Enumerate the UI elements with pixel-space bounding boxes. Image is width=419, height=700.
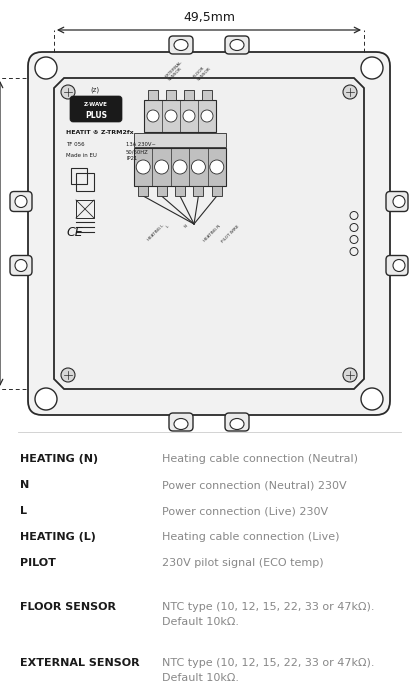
Bar [184, 90, 194, 100]
Circle shape [201, 110, 213, 122]
Text: PILOT WIRE: PILOT WIRE [221, 224, 240, 244]
Text: 230V pilot signal (ECO temp): 230V pilot signal (ECO temp) [162, 558, 323, 568]
Bar [157, 186, 167, 196]
Circle shape [155, 160, 168, 174]
Bar [76, 200, 94, 218]
Text: N: N [20, 480, 29, 490]
FancyBboxPatch shape [10, 256, 32, 276]
Bar [138, 186, 148, 196]
Text: Heating cable connection (Live): Heating cable connection (Live) [162, 532, 339, 542]
Text: HEATING L: HEATING L [147, 224, 165, 242]
Text: HEATING (N): HEATING (N) [20, 454, 98, 464]
Circle shape [15, 195, 27, 207]
Ellipse shape [174, 39, 188, 50]
FancyBboxPatch shape [28, 52, 390, 415]
Text: NTC type (10, 12, 15, 22, 33 or 47kΩ).
Default 10kΩ.: NTC type (10, 12, 15, 22, 33 or 47kΩ). D… [162, 658, 375, 683]
Circle shape [191, 160, 205, 174]
Text: HEATING (L): HEATING (L) [20, 532, 96, 542]
Bar [144, 100, 216, 132]
Text: FLOOR SENSOR: FLOOR SENSOR [20, 602, 116, 612]
Text: HEATING N: HEATING N [202, 224, 221, 243]
Circle shape [393, 260, 405, 272]
Circle shape [15, 260, 27, 272]
Bar [212, 186, 222, 196]
Bar [76, 173, 94, 191]
FancyBboxPatch shape [169, 413, 193, 431]
FancyBboxPatch shape [386, 192, 408, 211]
Circle shape [147, 110, 159, 122]
Ellipse shape [230, 39, 244, 50]
FancyBboxPatch shape [386, 256, 408, 276]
Text: Heating cable connection (Neutral): Heating cable connection (Neutral) [162, 454, 358, 464]
Circle shape [183, 110, 195, 122]
FancyBboxPatch shape [225, 36, 249, 54]
Text: PLUS: PLUS [85, 111, 107, 120]
Bar [71, 168, 87, 184]
Circle shape [210, 160, 224, 174]
Text: TF 056: TF 056 [66, 142, 85, 147]
Circle shape [35, 57, 57, 79]
FancyBboxPatch shape [10, 192, 32, 211]
FancyBboxPatch shape [169, 36, 193, 54]
Text: FLOOR
SENSOR: FLOOR SENSOR [193, 63, 212, 82]
Circle shape [61, 368, 75, 382]
Text: PILOT: PILOT [20, 558, 56, 568]
Circle shape [343, 368, 357, 382]
Text: (z): (z) [91, 87, 100, 93]
Ellipse shape [174, 419, 188, 430]
Text: N: N [184, 224, 189, 229]
Text: 49,5mm: 49,5mm [183, 11, 235, 24]
Text: CE: CE [66, 226, 83, 239]
Text: L: L [20, 506, 27, 516]
Circle shape [361, 57, 383, 79]
Bar [202, 90, 212, 100]
Bar [175, 186, 185, 196]
Bar [166, 90, 176, 100]
Circle shape [173, 160, 187, 174]
Bar [148, 90, 158, 100]
Text: EXTERNAL
SENSOR: EXTERNAL SENSOR [164, 60, 186, 82]
Text: NTC type (10, 12, 15, 22, 33 or 47kΩ).
Default 10kΩ.: NTC type (10, 12, 15, 22, 33 or 47kΩ). D… [162, 602, 375, 627]
Text: Z·WAVE: Z·WAVE [84, 102, 108, 106]
Circle shape [361, 388, 383, 410]
Text: Power connection (Neutral) 230V: Power connection (Neutral) 230V [162, 480, 347, 490]
Circle shape [165, 110, 177, 122]
Text: HEATIT ® Z-TRM2fx: HEATIT ® Z-TRM2fx [66, 130, 134, 135]
FancyBboxPatch shape [70, 96, 122, 122]
Text: EXTERNAL SENSOR: EXTERNAL SENSOR [20, 658, 140, 668]
Text: 13A 230V~
50/60HZ
IP21: 13A 230V~ 50/60HZ IP21 [126, 142, 156, 161]
Circle shape [136, 160, 150, 174]
Bar [134, 148, 226, 186]
Circle shape [343, 85, 357, 99]
Text: Power connection (Live) 230V: Power connection (Live) 230V [162, 506, 328, 516]
Circle shape [393, 195, 405, 207]
Bar [194, 186, 203, 196]
Circle shape [35, 388, 57, 410]
Polygon shape [54, 78, 364, 389]
Circle shape [61, 85, 75, 99]
Text: Made in EU: Made in EU [66, 153, 97, 158]
FancyBboxPatch shape [225, 413, 249, 431]
Bar [134, 133, 226, 147]
Ellipse shape [230, 419, 244, 430]
Text: L: L [166, 224, 170, 228]
